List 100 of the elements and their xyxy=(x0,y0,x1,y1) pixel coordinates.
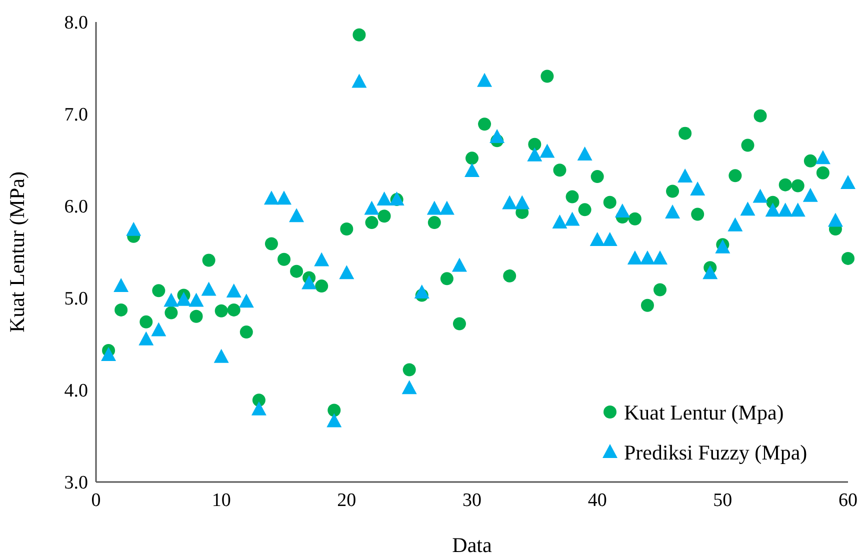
point xyxy=(278,252,290,266)
point xyxy=(340,222,354,236)
point xyxy=(264,237,278,250)
point xyxy=(528,138,542,151)
point xyxy=(328,404,341,417)
point xyxy=(428,216,441,230)
point xyxy=(728,217,743,232)
point xyxy=(741,138,754,152)
point xyxy=(439,200,454,215)
point xyxy=(666,184,680,198)
point xyxy=(151,322,166,336)
point xyxy=(176,292,192,306)
point xyxy=(678,126,692,140)
y-tick-label: 3.0 xyxy=(64,472,88,494)
point xyxy=(578,203,592,216)
point xyxy=(577,146,592,160)
x-tick-label: 60 xyxy=(838,490,858,511)
point xyxy=(114,303,128,316)
point xyxy=(640,298,654,312)
point xyxy=(138,331,154,346)
y-tick-label: 8.0 xyxy=(64,12,88,34)
point xyxy=(251,401,266,416)
point xyxy=(214,304,228,318)
point xyxy=(815,150,830,164)
point xyxy=(315,280,328,293)
point xyxy=(540,144,555,158)
y-tick-label: 5.0 xyxy=(64,288,88,310)
point xyxy=(314,252,330,266)
point xyxy=(654,283,666,296)
point xyxy=(252,394,266,407)
point xyxy=(414,284,430,298)
point xyxy=(590,232,605,246)
point xyxy=(740,202,756,216)
point xyxy=(264,190,279,205)
point xyxy=(527,147,542,162)
point xyxy=(778,202,793,217)
point xyxy=(628,212,642,226)
point xyxy=(101,347,116,362)
point xyxy=(452,317,466,330)
point xyxy=(840,175,856,189)
point xyxy=(238,294,254,308)
point xyxy=(376,192,392,206)
point xyxy=(804,154,817,168)
point xyxy=(514,195,530,210)
point xyxy=(603,196,616,209)
point xyxy=(452,258,467,272)
x-tick-label: 50 xyxy=(713,490,732,511)
point xyxy=(226,284,242,298)
legend-label: Kuat Lentur (Mpa) xyxy=(624,400,784,424)
point xyxy=(564,212,580,226)
point xyxy=(201,282,216,296)
point xyxy=(842,252,854,265)
point xyxy=(478,118,492,131)
point xyxy=(552,214,568,229)
point xyxy=(765,202,780,217)
point xyxy=(553,164,566,177)
point xyxy=(164,306,178,320)
point xyxy=(440,272,454,286)
point xyxy=(126,222,142,236)
point xyxy=(752,188,768,203)
point xyxy=(352,74,367,88)
point xyxy=(802,188,818,202)
point xyxy=(754,109,767,122)
point xyxy=(164,292,179,307)
point xyxy=(290,264,304,278)
point xyxy=(816,166,830,180)
x-tick-label: 30 xyxy=(462,490,482,511)
x-tick-label: 40 xyxy=(588,490,607,511)
y-tick-label: 7.0 xyxy=(64,104,88,126)
point xyxy=(464,163,480,178)
point xyxy=(426,200,442,215)
point xyxy=(378,210,391,223)
x-tick-label: 10 xyxy=(212,490,231,511)
point xyxy=(140,315,153,328)
point xyxy=(114,278,129,292)
point xyxy=(477,72,492,87)
x-tick-label: 20 xyxy=(337,490,356,511)
point xyxy=(702,265,718,280)
point xyxy=(289,208,304,222)
point xyxy=(352,28,366,42)
point xyxy=(790,202,806,217)
point xyxy=(466,152,478,165)
point xyxy=(566,190,579,204)
point xyxy=(152,284,166,298)
point xyxy=(402,363,416,376)
point xyxy=(614,204,630,218)
point xyxy=(627,250,642,264)
point xyxy=(326,413,342,428)
point xyxy=(828,212,843,227)
y-axis-title: Kuat Lentur (MPa) xyxy=(5,172,29,332)
point xyxy=(188,292,204,307)
point xyxy=(690,181,706,196)
point xyxy=(602,232,618,246)
point xyxy=(678,168,693,183)
point xyxy=(214,348,229,363)
point xyxy=(665,204,680,218)
point xyxy=(202,254,216,267)
point xyxy=(302,275,317,290)
legend-label: Prediksi Fuzzy (Mpa) xyxy=(624,440,808,464)
x-axis-title: Data xyxy=(452,533,492,557)
